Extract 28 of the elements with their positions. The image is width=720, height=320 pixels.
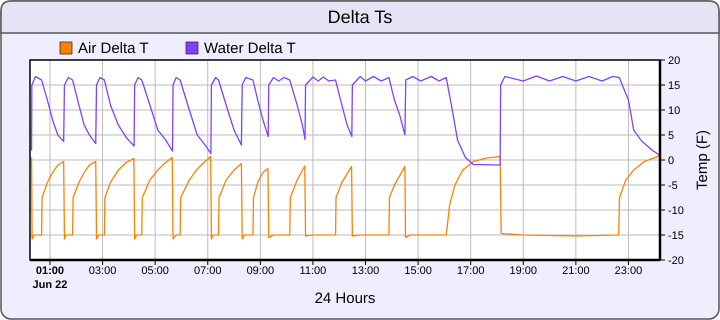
y-tick-label: -10 (668, 205, 684, 217)
x-tick-label: 23:00 (614, 265, 642, 277)
x-tick-label: 09:00 (246, 265, 274, 277)
y-tick-label: 20 (668, 55, 680, 67)
x-tick-label: 01:00 Jun 22 (32, 265, 68, 291)
y-tick-label: 0 (668, 155, 674, 167)
y-tick-label: -5 (668, 180, 678, 192)
x-tick-label: 05:00 (141, 265, 169, 277)
x-tick-label: 15:00 (404, 265, 432, 277)
line-series (30, 155, 660, 240)
x-tick-label: 13:00 (352, 265, 380, 277)
legend-label: Water Delta T (204, 40, 296, 57)
chart-title: Delta Ts (328, 7, 392, 27)
y-tick-label: 10 (668, 105, 680, 117)
x-tick-label: 07:00 (194, 265, 222, 277)
x-tick-label: 17:00 (456, 265, 484, 277)
x-tick-label: 03:00 (88, 265, 116, 277)
y-tick-label: -20 (668, 255, 684, 267)
y-tick-label: 15 (668, 80, 680, 92)
x-tick-label: 11:00 (300, 265, 326, 277)
y-tick-label: -15 (668, 230, 684, 242)
y-tick-label: 5 (668, 130, 674, 142)
line-series (30, 75, 660, 166)
x-tick-label: 19:00 (510, 265, 538, 277)
y-axis-title: Temp (F) (694, 130, 711, 190)
x-axis-title: 24 Hours (314, 290, 376, 307)
x-tick-label: 21:00 (562, 265, 590, 277)
legend-label: Air Delta T (78, 40, 149, 57)
